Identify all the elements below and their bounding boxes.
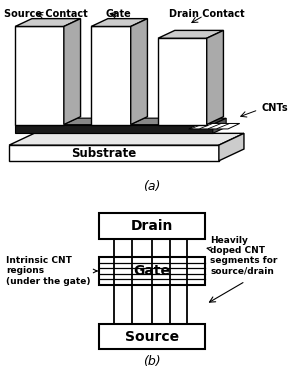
Text: Drain Contact: Drain Contact [169, 9, 244, 19]
Polygon shape [158, 30, 223, 38]
Text: Source Contact: Source Contact [4, 9, 88, 19]
Bar [99, 213, 205, 239]
Polygon shape [91, 27, 131, 125]
Polygon shape [188, 124, 240, 129]
Polygon shape [9, 133, 244, 145]
Text: Substrate: Substrate [71, 147, 136, 161]
Text: Drain: Drain [131, 219, 173, 233]
Text: Source: Source [125, 330, 179, 343]
Polygon shape [213, 118, 226, 133]
Text: (a): (a) [143, 180, 161, 193]
Bar [99, 324, 205, 349]
Polygon shape [15, 27, 64, 125]
Polygon shape [64, 118, 105, 125]
Text: Gate: Gate [133, 264, 171, 278]
Text: CNTs: CNTs [261, 103, 288, 113]
Polygon shape [207, 30, 223, 125]
Polygon shape [131, 118, 171, 125]
Polygon shape [158, 38, 207, 125]
Polygon shape [64, 18, 81, 125]
Text: Gate: Gate [106, 9, 131, 19]
Polygon shape [219, 133, 244, 161]
Polygon shape [9, 145, 219, 161]
Text: (b): (b) [143, 355, 161, 368]
Polygon shape [15, 118, 226, 125]
Polygon shape [91, 18, 147, 27]
Text: Intrinsic CNT
regions
(under the gate): Intrinsic CNT regions (under the gate) [6, 256, 97, 286]
Bar [99, 258, 205, 285]
Polygon shape [15, 125, 213, 133]
Text: Heavily
doped CNT
segments for
source/drain: Heavily doped CNT segments for source/dr… [207, 236, 278, 276]
Polygon shape [15, 18, 81, 27]
Polygon shape [131, 18, 147, 125]
